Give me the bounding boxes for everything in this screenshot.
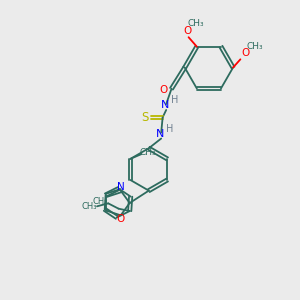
Text: O: O xyxy=(159,85,167,95)
Text: O: O xyxy=(184,26,192,36)
Text: S: S xyxy=(141,111,149,124)
Text: O: O xyxy=(241,48,249,59)
Text: N: N xyxy=(117,182,125,192)
Text: CH₃: CH₃ xyxy=(81,202,97,211)
Text: CH₃: CH₃ xyxy=(247,42,263,51)
Text: CH₃: CH₃ xyxy=(140,148,156,157)
Text: N: N xyxy=(156,128,164,139)
Text: N: N xyxy=(161,100,170,110)
Text: H: H xyxy=(171,95,179,105)
Text: CH₃: CH₃ xyxy=(188,20,204,28)
Text: O: O xyxy=(117,214,125,224)
Text: H: H xyxy=(166,124,174,134)
Text: CH₂: CH₂ xyxy=(92,197,108,206)
